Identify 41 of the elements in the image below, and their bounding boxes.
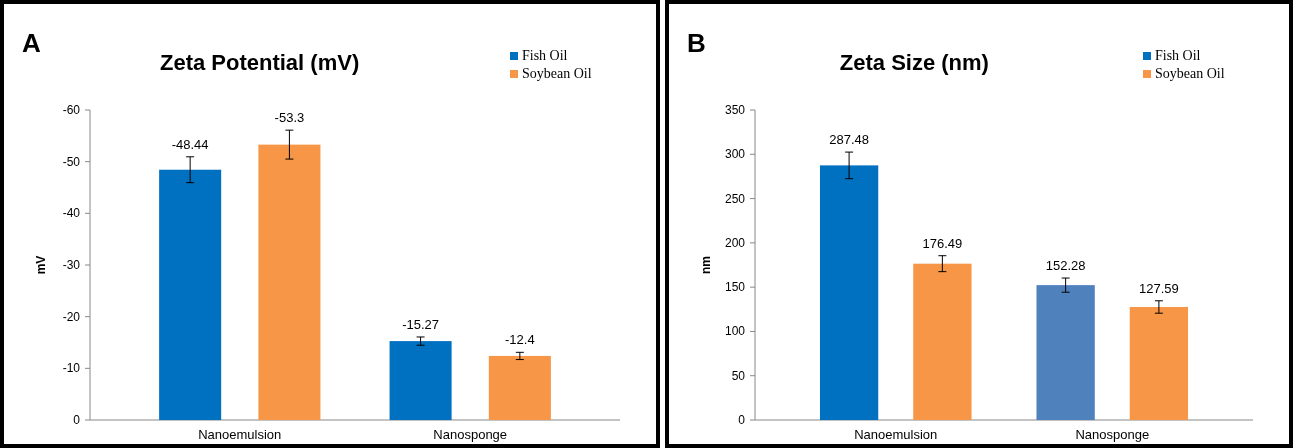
y-tick-label: 0	[73, 413, 81, 427]
data-label: 287.48	[829, 132, 869, 148]
y-tick-label: -40	[62, 206, 81, 221]
y-tick-label: -10	[62, 361, 81, 376]
y-tick-label: 50	[731, 368, 746, 383]
y-tick-label: 100	[724, 324, 746, 339]
data-label: -15.27	[402, 316, 440, 332]
y-tick-label: 300	[724, 147, 746, 162]
y-axis-title: nm	[699, 256, 713, 274]
bar	[1129, 306, 1189, 420]
text: A	[22, 28, 41, 58]
legend-label: Soybean Oil	[1155, 66, 1225, 81]
bar	[1036, 285, 1095, 420]
y-tick-label: -50	[62, 154, 81, 169]
y-tick-label: 150	[724, 280, 746, 295]
bar	[913, 263, 972, 420]
text: B	[687, 28, 706, 58]
x-tick-label: Nanosponge	[1075, 427, 1150, 442]
chart-title: Zeta Potential (mV)	[159, 50, 360, 75]
y-axis-title: mV	[34, 255, 48, 275]
legend-label: Soybean Oil	[522, 66, 592, 81]
data-label: 176.49	[922, 235, 963, 251]
chart-title: Zeta Size (nm)	[839, 50, 989, 75]
x-tick-label: Nanoemulsion	[198, 427, 282, 442]
y-tick-label: -60	[62, 103, 81, 117]
legend-label: Fish Oil	[522, 48, 568, 63]
y-tick-label: -30	[62, 258, 81, 272]
x-tick-label: Nanosponge	[433, 427, 508, 442]
data-label: -48.44	[171, 136, 209, 152]
y-tick-label: 250	[724, 191, 746, 206]
data-label: -53.3	[274, 110, 305, 126]
y-tick-label: 350	[724, 103, 746, 117]
y-tick-label: 200	[724, 235, 746, 250]
data-label: 127.59	[1139, 280, 1179, 296]
legend-label: Fish Oil	[1155, 48, 1201, 63]
bar	[819, 165, 879, 420]
y-tick-label: -20	[62, 309, 81, 324]
x-tick-label: Nanoemulsion	[854, 427, 938, 442]
data-label: 152.28	[1045, 258, 1086, 274]
y-tick-label: 0	[738, 413, 746, 427]
data-label: -12.4	[505, 332, 535, 348]
